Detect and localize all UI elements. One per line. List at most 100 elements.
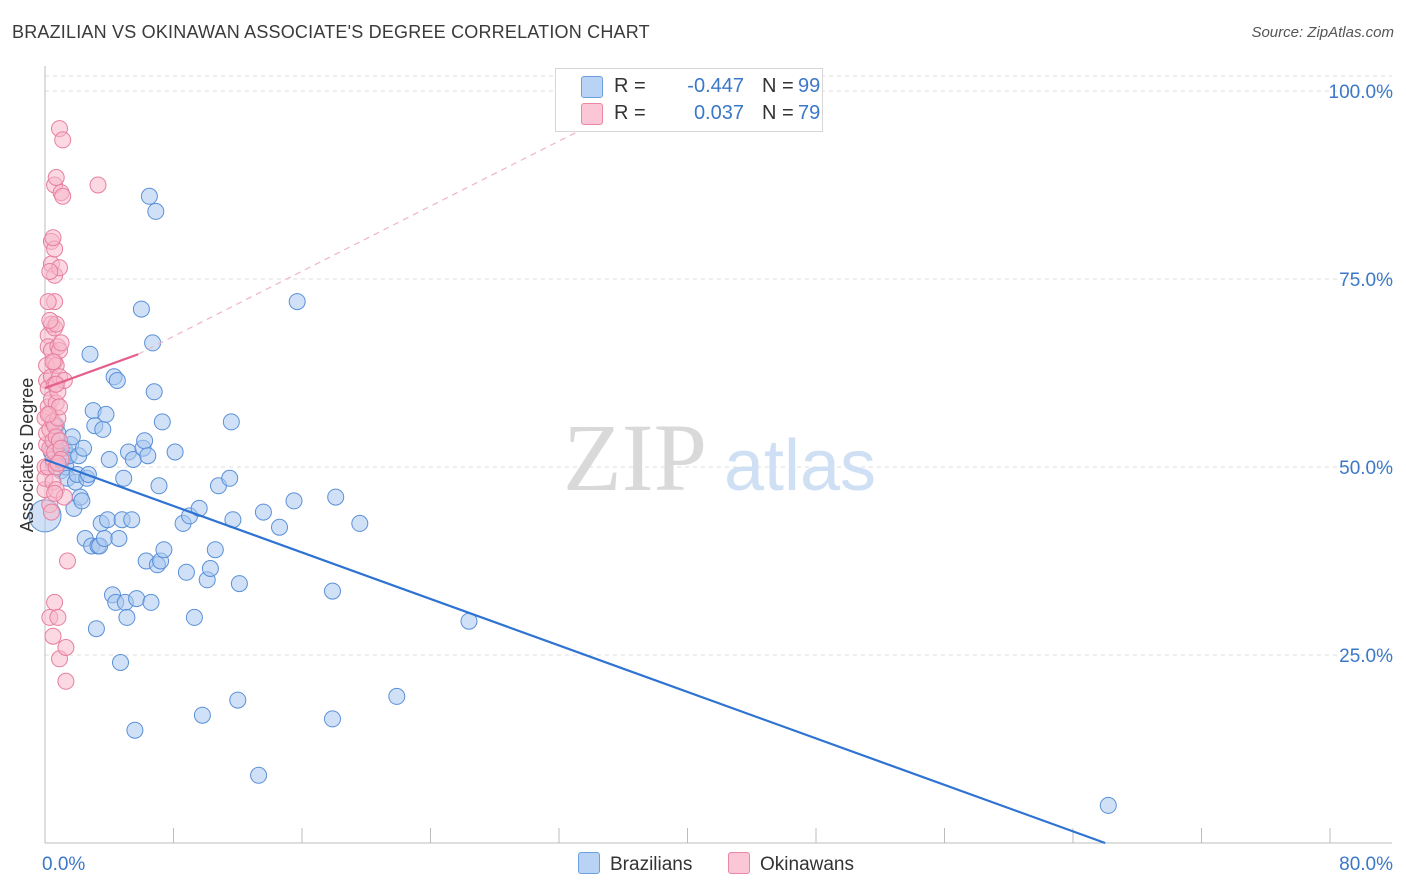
brazilian-point <box>110 530 128 547</box>
brazilian-point <box>324 710 341 728</box>
watermark-zip: ZIP <box>563 404 707 511</box>
pink-swatch <box>728 852 750 874</box>
brazilian-point <box>95 530 113 547</box>
okinawan-point <box>49 608 67 626</box>
gridlines <box>45 75 1392 656</box>
okinawan-point <box>44 229 62 247</box>
brazilian-point <box>142 593 160 611</box>
okinawan-point <box>89 176 107 194</box>
okinawan-point <box>46 484 64 502</box>
brazilian-point <box>177 563 195 581</box>
brazilian-point <box>230 575 248 593</box>
brazilian-point <box>153 413 171 431</box>
n-value: 99 <box>798 75 821 97</box>
brazilian-point <box>144 334 162 352</box>
brazilian-point <box>388 687 406 705</box>
okinawan-point <box>42 503 60 521</box>
brazilian-point <box>185 608 203 626</box>
brazilian-point <box>132 300 150 318</box>
axes <box>44 66 1392 844</box>
data-points <box>28 120 1117 814</box>
brazilian-point <box>193 706 211 724</box>
okinawan-point <box>52 334 70 352</box>
n-label: N = <box>762 102 794 124</box>
brazilian-point <box>128 590 146 608</box>
legend-label: Okinawans <box>760 854 854 875</box>
blue-swatch <box>581 76 603 98</box>
okinawan-point <box>54 187 72 205</box>
okinawan-point <box>47 169 65 186</box>
okinawan-trend-line <box>44 353 139 390</box>
pink-swatch <box>581 103 603 125</box>
x-tick-label: 80.0% <box>1339 854 1393 875</box>
brazilian-point <box>285 492 303 510</box>
brazilian-trend-line <box>44 458 1106 845</box>
brazilian-point <box>87 620 105 638</box>
brazilian-point <box>222 413 240 431</box>
y-tick-label: 100.0% <box>1329 82 1394 103</box>
chart-title: BRAZILIAN VS OKINAWAN ASSOCIATE'S DEGREE… <box>12 22 650 42</box>
brazilian-point <box>254 503 272 521</box>
okinawan-point <box>57 639 75 656</box>
okinawan-trend-extrapolation <box>137 75 688 355</box>
brazilian-point <box>112 654 129 671</box>
y-tick-label: 50.0% <box>1339 458 1393 479</box>
brazilian-point <box>136 432 154 450</box>
legend-item-okinawans[interactable]: Okinawans <box>728 852 854 876</box>
brazilian-point <box>115 469 133 487</box>
r-label: R = <box>614 75 646 97</box>
tick-labels: 25.0% 50.0% 75.0% 100.0% 0.0% 80.0% <box>42 82 1393 875</box>
brazilian-point <box>75 439 92 457</box>
okinawan-point <box>41 311 59 329</box>
okinawan-point <box>57 672 75 690</box>
okinawan-point <box>59 552 76 570</box>
brazilian-point <box>94 420 112 438</box>
brazilian-point <box>271 518 288 536</box>
brazilian-point <box>147 202 165 220</box>
okinawan-point <box>46 593 64 611</box>
brazilian-point <box>73 492 91 510</box>
okinawan-point <box>39 405 57 423</box>
blue-swatch <box>578 852 600 874</box>
legend-label: Brazilians <box>610 854 693 875</box>
okinawan-point <box>44 353 62 371</box>
brazilian-point <box>166 443 184 461</box>
brazilian-point <box>155 541 173 559</box>
brazilian-point <box>100 451 118 468</box>
brazilian-point <box>221 469 239 487</box>
brazilian-point <box>139 447 157 465</box>
watermark: ZIP atlas <box>563 404 876 511</box>
brazilian-point <box>288 293 306 311</box>
y-axis-label: Associate's Degree <box>17 378 37 533</box>
legend-item-brazilians[interactable]: Brazilians <box>578 852 692 876</box>
brazilian-point <box>99 511 117 529</box>
brazilian-point <box>150 477 168 495</box>
brazilian-point <box>97 405 115 423</box>
brazilian-point <box>118 608 136 626</box>
brazilian-point <box>126 721 144 739</box>
brazilian-point <box>145 383 163 401</box>
x-tick-label: 0.0% <box>42 854 85 875</box>
n-label: N = <box>762 75 794 97</box>
okinawan-point <box>41 263 59 280</box>
source-label: Source: ZipAtlas.com <box>1251 24 1394 41</box>
okinawan-point <box>39 293 57 311</box>
brazilian-point <box>1099 796 1117 814</box>
watermark-atlas: atlas <box>724 426 876 506</box>
y-tick-label: 25.0% <box>1339 646 1393 667</box>
brazilian-point <box>206 541 224 559</box>
brazilian-point <box>108 372 126 389</box>
brazilian-point <box>351 514 369 532</box>
r-label: R = <box>614 102 646 124</box>
brazilian-point <box>324 582 341 600</box>
brazilian-point <box>250 766 268 784</box>
trend-lines <box>44 75 1106 845</box>
r-value: -0.447 <box>687 75 744 97</box>
correlation-legend: R = -0.447 N = 99 R = 0.037 N = 79 <box>555 68 823 132</box>
y-tick-label: 75.0% <box>1339 270 1393 291</box>
brazilian-point <box>229 691 247 709</box>
brazilian-point <box>140 187 158 205</box>
okinawan-point <box>54 131 72 149</box>
n-value: 79 <box>798 102 821 124</box>
brazilian-point <box>123 511 141 529</box>
